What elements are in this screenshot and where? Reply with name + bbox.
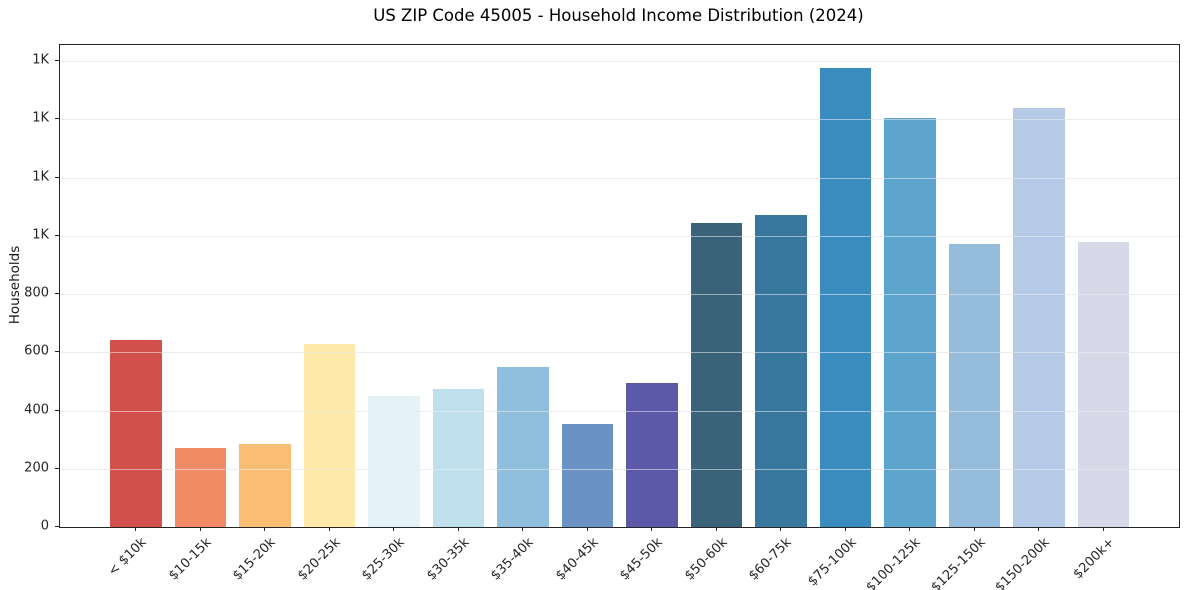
bar-$40-45k bbox=[561, 424, 614, 527]
y-tick-0 bbox=[55, 526, 59, 527]
y-tick-1400 bbox=[55, 118, 59, 120]
bar-$60-75k bbox=[755, 214, 807, 527]
y-tick-200 bbox=[55, 467, 59, 469]
plot-area bbox=[59, 44, 1180, 528]
gridline-overlay-800 bbox=[60, 294, 1179, 295]
bar-$125-150k bbox=[948, 244, 1001, 527]
x-tick-label-< $10k: < $10k bbox=[105, 535, 150, 580]
y-tick-label-600: 600 bbox=[24, 343, 49, 359]
x-tick-$150-200k bbox=[1038, 527, 1040, 531]
x-tick-$35-40k bbox=[522, 527, 524, 531]
y-tick-label-200: 200 bbox=[24, 460, 49, 476]
x-tick-$30-35k bbox=[457, 527, 459, 531]
y-tick-1200 bbox=[55, 176, 59, 178]
x-tick-$40-45k bbox=[586, 527, 588, 531]
bar-$30-35k bbox=[432, 388, 485, 527]
gridline-overlay-1400 bbox=[60, 119, 1179, 121]
bar-$150-200k bbox=[1013, 107, 1065, 527]
y-tick-label-0: 0 bbox=[40, 518, 49, 534]
x-tick-$60-75k bbox=[780, 527, 782, 531]
bar-$100-125k bbox=[884, 117, 936, 527]
y-tick-label-400: 400 bbox=[24, 402, 49, 417]
gridline-overlay-400 bbox=[60, 410, 1179, 412]
x-tick-$125-150k bbox=[973, 527, 975, 531]
y-tick-label-1600: 1K bbox=[32, 52, 49, 68]
x-tick-$10-15k bbox=[199, 527, 201, 531]
y-tick-800 bbox=[55, 293, 59, 294]
bar-$45-50k bbox=[626, 382, 678, 527]
x-tick-$50-60k bbox=[715, 527, 717, 531]
bar-< $10k bbox=[110, 340, 162, 527]
gridline-overlay-600 bbox=[60, 352, 1179, 354]
y-tick-1000 bbox=[55, 234, 59, 236]
y-tick-label-800: 800 bbox=[24, 285, 49, 301]
y-tick-label-1000: 1K bbox=[32, 227, 49, 243]
x-tick-< $10k bbox=[135, 527, 137, 531]
x-tick-$75-100k bbox=[844, 527, 846, 531]
x-tick-$20-25k bbox=[328, 527, 330, 531]
x-tick-$45-50k bbox=[651, 527, 653, 531]
x-tick-$25-30k bbox=[393, 527, 395, 531]
y-tick-400 bbox=[55, 409, 59, 411]
bar-$35-40k bbox=[497, 366, 549, 527]
bar-$25-30k bbox=[368, 395, 420, 527]
bar-$15-20k bbox=[239, 443, 291, 527]
bar-$20-25k bbox=[303, 344, 356, 527]
x-tick-$15-20k bbox=[264, 527, 266, 531]
gridline-overlay-1000 bbox=[60, 235, 1179, 237]
chart-title: US ZIP Code 45005 - Household Income Dis… bbox=[373, 6, 864, 25]
y-tick-600 bbox=[55, 351, 59, 353]
x-tick-$200k+ bbox=[1102, 527, 1104, 531]
gridline-overlay-200 bbox=[60, 468, 1179, 470]
x-tick-$100-125k bbox=[909, 527, 911, 531]
y-tick-label-1200: 1K bbox=[32, 169, 49, 184]
bar-$200k+ bbox=[1077, 241, 1130, 527]
bar-$50-60k bbox=[690, 222, 743, 527]
y-tick-1600 bbox=[55, 60, 59, 62]
gridline-overlay-1200 bbox=[60, 177, 1179, 179]
bar-$75-100k bbox=[819, 68, 872, 527]
gridline-overlay-1600 bbox=[60, 61, 1179, 63]
y-tick-label-1400: 1K bbox=[32, 110, 49, 126]
bar-$10-15k bbox=[174, 448, 227, 527]
